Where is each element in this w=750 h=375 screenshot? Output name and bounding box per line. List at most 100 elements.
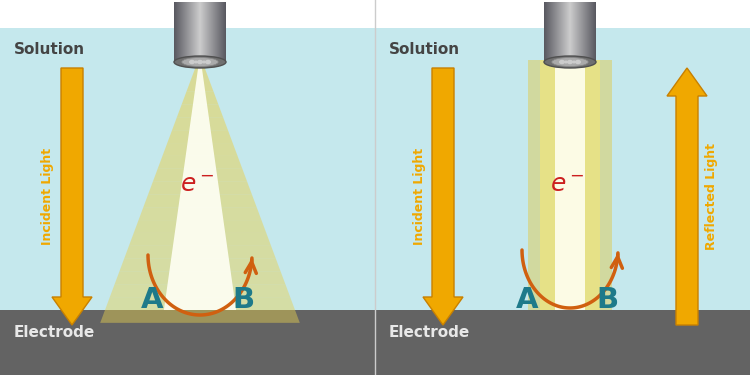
Bar [192,2,193,62]
Bar [210,2,211,62]
Bar [588,2,589,62]
Bar [585,2,586,62]
Bar [568,2,569,62]
Bar [222,2,223,62]
Bar [213,2,214,62]
Bar [198,2,199,62]
Bar [550,2,551,62]
Bar [591,2,592,62]
Bar [574,2,575,62]
Bar [555,2,556,62]
Bar [546,2,547,62]
Bar [565,2,566,62]
Polygon shape [100,310,300,323]
Bar [575,2,576,62]
Bar [593,2,594,62]
Ellipse shape [559,60,565,64]
Bar [199,2,200,62]
Bar [564,2,565,62]
Ellipse shape [174,56,226,68]
Bar [181,2,182,62]
FancyArrow shape [423,68,463,325]
Bar [549,2,550,62]
Polygon shape [158,156,242,169]
Bar [579,2,580,62]
Bar [562,2,563,62]
Ellipse shape [182,57,218,66]
Bar [558,2,559,62]
Bar [582,2,583,62]
Ellipse shape [567,60,573,64]
Bar [184,2,185,62]
Bar [586,2,587,62]
Text: Solution: Solution [389,42,460,57]
Bar [200,2,201,62]
FancyArrow shape [52,68,92,325]
Bar [583,2,584,62]
Text: Electrode: Electrode [389,325,470,340]
Ellipse shape [564,60,568,63]
Polygon shape [177,105,224,117]
Ellipse shape [202,60,206,63]
Bar [559,2,560,62]
Polygon shape [163,143,238,156]
Polygon shape [139,207,262,220]
Bar [211,2,212,62]
Bar [178,2,179,62]
Bar [547,2,548,62]
Ellipse shape [544,56,596,68]
Bar [592,2,593,62]
Text: A: A [516,286,538,314]
Bar [556,2,557,62]
Polygon shape [528,60,612,310]
Bar [557,2,558,62]
Text: B: B [232,286,254,314]
Bar [571,2,572,62]
Bar [208,2,209,62]
Polygon shape [172,117,228,130]
Bar [190,2,191,62]
Bar [209,2,210,62]
Bar [216,2,217,62]
Bar [188,2,189,62]
Ellipse shape [552,57,588,66]
Polygon shape [164,66,236,310]
Polygon shape [182,92,218,105]
Bar [584,2,585,62]
Bar [551,2,552,62]
Ellipse shape [194,60,198,63]
Bar [548,2,549,62]
Bar [189,2,190,62]
Bar [193,2,194,62]
Bar [580,2,581,62]
Polygon shape [153,169,247,182]
Bar [590,2,591,62]
Polygon shape [167,130,232,143]
Bar [220,2,221,62]
Text: $e^-$: $e^-$ [179,173,214,197]
Ellipse shape [197,60,203,64]
Bar [219,2,220,62]
Bar [183,2,184,62]
Bar [174,2,175,62]
Bar [197,2,198,62]
Text: Reflected Light: Reflected Light [704,142,718,249]
Polygon shape [143,194,256,207]
Bar [554,2,555,62]
Bar [578,2,579,62]
Text: B: B [596,286,618,314]
Bar [552,2,553,62]
Bar [577,2,578,62]
Polygon shape [110,284,290,297]
Ellipse shape [575,60,581,64]
Bar [566,2,567,62]
Bar [191,2,192,62]
Polygon shape [134,220,266,233]
Bar [563,2,564,62]
Bar [567,2,568,62]
Polygon shape [129,233,271,246]
Bar [207,2,208,62]
Bar [176,2,177,62]
Bar [595,2,596,62]
Text: Incident Light: Incident Light [413,147,425,244]
